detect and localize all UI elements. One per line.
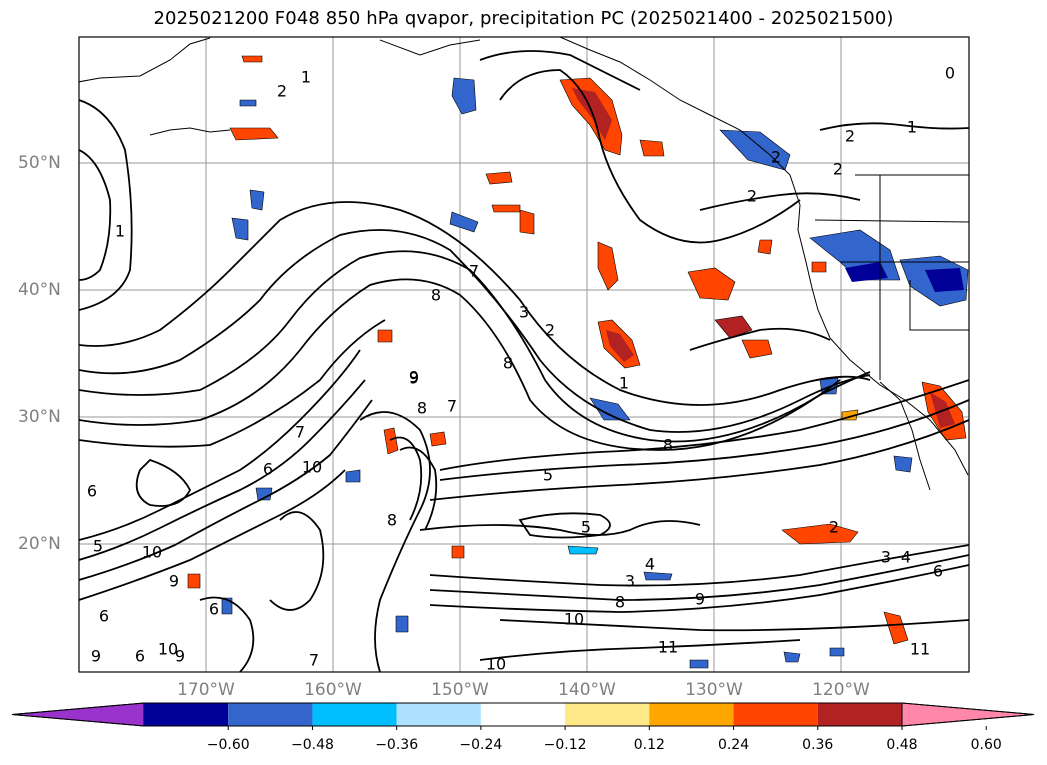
colorbar-tick-label: −0.48 <box>290 737 334 753</box>
contour-label: 9 <box>91 647 101 666</box>
colorbar-bin <box>396 703 481 726</box>
contour-label: 10 <box>486 655 506 674</box>
contour-label: 5 <box>581 518 591 537</box>
colorbar-bin <box>144 703 229 726</box>
colorbar-outline <box>11 702 1035 727</box>
contour-label: 5 <box>93 537 103 556</box>
colorbar-tick-label: −0.36 <box>375 737 419 753</box>
contour-label: 2 <box>277 82 287 101</box>
colorbar-extend-high <box>901 702 1035 727</box>
lon-label: 120°W <box>812 680 870 700</box>
graticule <box>79 37 969 672</box>
colorbar <box>11 702 1035 730</box>
contour-label: 7 <box>295 423 305 442</box>
colorbar-tick-label: −0.12 <box>543 737 587 753</box>
colorbar-tick-label: 0.48 <box>886 737 918 753</box>
contour-label: 7 <box>447 397 457 416</box>
coastline <box>79 37 969 491</box>
lon-label: 150°W <box>431 680 489 700</box>
contour-label: 2 <box>845 127 855 146</box>
contour-label: 2 <box>833 160 843 179</box>
map-title: 2025021200 F048 850 hPa qvapor, precipit… <box>153 8 894 29</box>
contour-label: 1 <box>907 118 917 137</box>
colorbar-tick-label: −0.24 <box>459 737 503 753</box>
contour-label: 9 <box>169 572 179 591</box>
contour-label: 7 <box>469 262 479 281</box>
lon-label: 140°W <box>558 680 616 700</box>
contour-label: 8 <box>417 399 427 418</box>
colorbar-bin <box>817 703 902 726</box>
contour-label: 8 <box>503 354 513 373</box>
lon-label: 130°W <box>685 680 743 700</box>
contour-label: 11 <box>910 640 930 659</box>
contour-label: 2 <box>747 187 757 206</box>
contour-label: 6 <box>933 562 943 581</box>
colorbar-tick-label: 0.24 <box>717 737 750 753</box>
contour-label: 2 <box>829 518 839 537</box>
contour-label: 8 <box>431 286 441 305</box>
lat-label: 30°N <box>18 407 61 427</box>
lon-label: 160°W <box>304 680 362 700</box>
contour-label: 11 <box>658 638 678 657</box>
contour-label: 10 <box>158 640 178 659</box>
contour-label: 9 <box>409 368 419 387</box>
colorbar-bin <box>733 703 818 726</box>
contour-label: 1 <box>619 374 629 393</box>
colorbar-bin <box>565 703 650 726</box>
contour-label: 2 <box>771 148 781 167</box>
contour-label: 2 <box>545 321 555 340</box>
contour-label: 10 <box>302 458 322 477</box>
colorbar-tick-label: 0.36 <box>802 737 834 753</box>
contour-label: 6 <box>263 460 273 479</box>
contour-label: 0 <box>945 64 955 83</box>
contour-label: 1 <box>301 68 311 87</box>
contour-label: 6 <box>87 482 97 501</box>
contour-label: 6 <box>135 647 145 666</box>
contour-label: 9 <box>695 590 705 609</box>
lat-label: 40°N <box>18 280 61 300</box>
colorbar-extend-low <box>11 702 145 727</box>
lon-label: 170°W <box>177 680 235 700</box>
contour-label: 9 <box>409 369 419 388</box>
colorbar-bin <box>649 703 734 726</box>
contour-label: 1 <box>115 222 125 241</box>
contour-label: 7 <box>309 651 319 670</box>
contour-label: 4 <box>901 548 911 567</box>
contour-label: 5 <box>543 466 553 485</box>
contour-label: 6 <box>99 607 109 626</box>
contour-label: 6 <box>209 600 219 619</box>
contour-label: 3 <box>519 303 529 322</box>
precip-negative-regions <box>221 77 969 669</box>
colorbar-tick-label: 0.60 <box>970 737 1002 753</box>
contour-label: 9 <box>175 647 185 666</box>
contour-label: 4 <box>645 555 655 574</box>
contour-label: 8 <box>663 436 673 455</box>
colorbar-bin <box>480 703 566 726</box>
colorbar-bin <box>312 703 397 726</box>
map-area <box>79 37 969 672</box>
lat-label: 20°N <box>18 534 61 554</box>
qvapor-contours <box>79 50 969 672</box>
contour-label: 10 <box>564 610 584 629</box>
colorbar-tick-label: 0.12 <box>633 737 665 753</box>
contour-label: 3 <box>881 548 891 567</box>
colorbar-bin <box>228 703 313 726</box>
map-frame <box>78 36 970 673</box>
contour-label: 3 <box>625 572 635 591</box>
colorbar-tick-label: −0.60 <box>206 737 250 753</box>
contour-label: 8 <box>387 511 397 530</box>
contour-label: 8 <box>615 593 625 612</box>
lat-label: 50°N <box>18 153 61 173</box>
contour-label: 10 <box>142 543 162 562</box>
